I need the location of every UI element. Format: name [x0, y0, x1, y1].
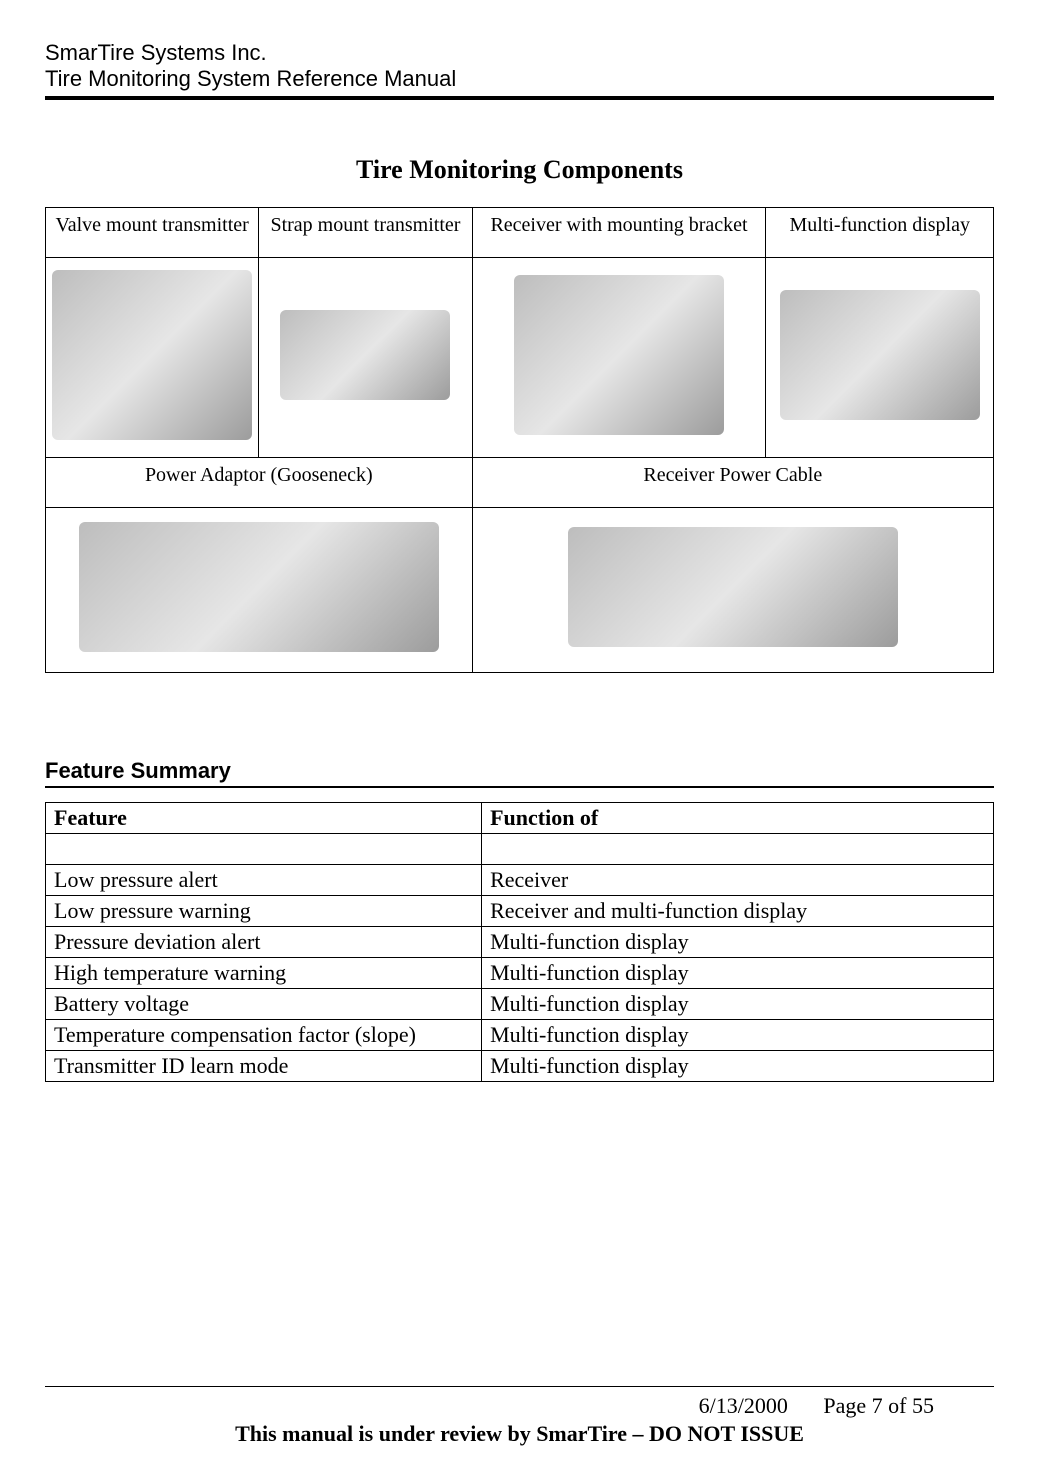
feature-summary-heading: Feature Summary	[45, 758, 994, 784]
company-name: SmarTire Systems Inc.	[45, 40, 994, 66]
section-underline	[45, 786, 994, 788]
table-row: Valve mount transmitter Strap mount tran…	[46, 208, 994, 258]
component-image-cell	[766, 258, 994, 458]
component-label: Receiver with mounting bracket	[472, 208, 766, 258]
component-image-cell	[472, 508, 993, 673]
component-image-cell	[472, 258, 766, 458]
footer-notice: This manual is under review by SmarTire …	[45, 1421, 994, 1447]
strap-mount-transmitter-image	[280, 310, 450, 400]
function-cell: Multi-function display	[482, 1020, 994, 1051]
component-label: Power Adaptor (Gooseneck)	[46, 458, 473, 508]
footer-page: Page 7 of 55	[823, 1393, 934, 1418]
multi-function-display-image	[780, 290, 980, 420]
function-cell: Multi-function display	[482, 958, 994, 989]
table-row: Low pressure warning Receiver and multi-…	[46, 896, 994, 927]
table-row	[46, 508, 994, 673]
feature-cell: High temperature warning	[46, 958, 482, 989]
table-row	[46, 834, 994, 865]
header-divider	[45, 96, 994, 100]
table-row	[46, 258, 994, 458]
section-title: Tire Monitoring Components	[45, 155, 994, 185]
footer-date: 6/13/2000	[699, 1393, 788, 1418]
feature-table: Feature Function of Low pressure alert R…	[45, 802, 994, 1082]
feature-cell: Low pressure warning	[46, 896, 482, 927]
component-image-cell	[46, 508, 473, 673]
feature-cell: Low pressure alert	[46, 865, 482, 896]
feature-cell: Transmitter ID learn mode	[46, 1051, 482, 1082]
component-image-cell	[259, 258, 472, 458]
document-title: Tire Monitoring System Reference Manual	[45, 66, 994, 92]
function-cell: Multi-function display	[482, 989, 994, 1020]
function-cell: Receiver and multi-function display	[482, 896, 994, 927]
table-row: Battery voltage Multi-function display	[46, 989, 994, 1020]
receiver-power-cable-image	[568, 527, 898, 647]
component-label: Multi-function display	[766, 208, 994, 258]
table-header-row: Feature Function of	[46, 803, 994, 834]
power-adaptor-image	[79, 522, 439, 652]
table-row: Power Adaptor (Gooseneck) Receiver Power…	[46, 458, 994, 508]
feature-cell: Pressure deviation alert	[46, 927, 482, 958]
footer-divider	[45, 1386, 994, 1387]
table-row: High temperature warning Multi-function …	[46, 958, 994, 989]
table-row: Temperature compensation factor (slope) …	[46, 1020, 994, 1051]
receiver-bracket-image	[514, 275, 724, 435]
component-image-cell	[46, 258, 259, 458]
page-header: SmarTire Systems Inc. Tire Monitoring Sy…	[45, 40, 994, 100]
function-cell: Receiver	[482, 865, 994, 896]
function-cell: Multi-function display	[482, 1051, 994, 1082]
feature-header: Feature	[46, 803, 482, 834]
component-label: Valve mount transmitter	[46, 208, 259, 258]
function-cell	[482, 834, 994, 865]
footer-meta: 6/13/2000 Page 7 of 55	[45, 1393, 994, 1419]
table-row: Pressure deviation alert Multi-function …	[46, 927, 994, 958]
components-table: Valve mount transmitter Strap mount tran…	[45, 207, 994, 673]
function-header: Function of	[482, 803, 994, 834]
component-label: Receiver Power Cable	[472, 458, 993, 508]
valve-mount-transmitter-image	[52, 270, 252, 440]
table-row: Low pressure alert Receiver	[46, 865, 994, 896]
function-cell: Multi-function display	[482, 927, 994, 958]
table-row: Transmitter ID learn mode Multi-function…	[46, 1051, 994, 1082]
feature-cell	[46, 834, 482, 865]
feature-cell: Battery voltage	[46, 989, 482, 1020]
page-footer: 6/13/2000 Page 7 of 55 This manual is un…	[45, 1386, 994, 1447]
component-label: Strap mount transmitter	[259, 208, 472, 258]
feature-cell: Temperature compensation factor (slope)	[46, 1020, 482, 1051]
